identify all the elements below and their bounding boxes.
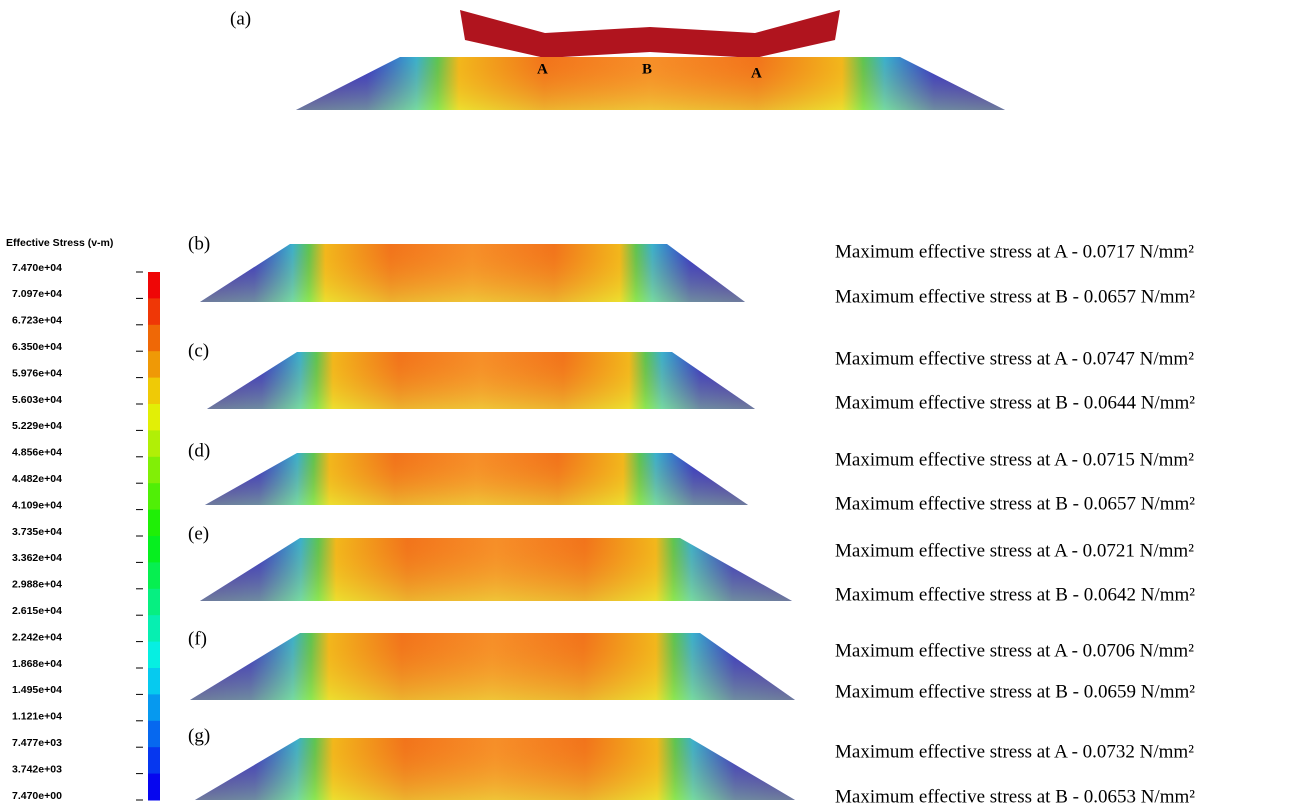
legend-label: 1.495e+04 <box>12 684 62 696</box>
legend-band <box>148 378 160 405</box>
panel-label: (g) <box>188 725 210 746</box>
legend-label: 6.723e+04 <box>12 315 62 327</box>
marker: B <box>642 61 652 77</box>
panel-label: (a) <box>230 8 251 29</box>
stress-text: Maximum effective stress at A - 0.0715 N… <box>835 449 1194 470</box>
stress-text: Maximum effective stress at B - 0.0653 N… <box>835 786 1195 807</box>
legend-band <box>148 589 160 616</box>
legend-label: 2.988e+04 <box>12 579 62 591</box>
legend-band <box>148 457 160 484</box>
stress-text: Maximum effective stress at A - 0.0732 N… <box>835 741 1194 762</box>
legend-band <box>148 668 160 695</box>
marker: A <box>751 65 762 81</box>
stress-text: Maximum effective stress at A - 0.0717 N… <box>835 241 1194 262</box>
beam <box>460 10 840 58</box>
legend-band <box>148 404 160 431</box>
legend-title: Effective Stress (v-m) <box>6 237 113 249</box>
legend-label: 5.603e+04 <box>12 394 62 406</box>
legend-band <box>148 298 160 325</box>
legend-band <box>148 562 160 589</box>
legend-label: 4.109e+04 <box>12 499 62 511</box>
panel-a: (a) A B A <box>230 8 1005 110</box>
legend-band <box>148 642 160 669</box>
contour-shade <box>205 453 748 505</box>
legend-band <box>148 747 160 774</box>
stress-text: Maximum effective stress at A - 0.0721 N… <box>835 540 1194 561</box>
legend-label: 4.482e+04 <box>12 473 62 485</box>
stress-text: Maximum effective stress at A - 0.0706 N… <box>835 640 1194 661</box>
stress-text: Maximum effective stress at B - 0.0657 N… <box>835 493 1195 514</box>
panel-label: (e) <box>188 523 209 544</box>
legend-label: 7.470e+00 <box>12 790 62 802</box>
legend-label: 2.615e+04 <box>12 605 62 617</box>
legend-band <box>148 483 160 510</box>
legend-label: 4.856e+04 <box>12 447 62 459</box>
stress-text: Maximum effective stress at B - 0.0642 N… <box>835 584 1195 605</box>
panel-label: (d) <box>188 440 210 461</box>
legend-band <box>148 272 160 299</box>
legend-label: 3.742e+03 <box>12 763 62 775</box>
legend-band <box>148 510 160 537</box>
stress-text: Maximum effective stress at B - 0.0657 N… <box>835 286 1195 307</box>
legend-band <box>148 615 160 642</box>
legend-label: 3.362e+04 <box>12 552 62 564</box>
legend-label: 1.868e+04 <box>12 658 62 670</box>
legend-band <box>148 430 160 457</box>
contour-shade <box>190 633 795 700</box>
figure: (a) A B A Effective Stress (v-m) 7.470e+… <box>0 0 1301 809</box>
legend-label: 6.350e+04 <box>12 341 62 353</box>
legend-band <box>148 774 160 801</box>
panel-label: (f) <box>188 628 207 649</box>
contour-shade <box>200 244 745 302</box>
legend-label: 2.242e+04 <box>12 631 62 643</box>
panel-label: (c) <box>188 340 209 361</box>
legend-band <box>148 351 160 378</box>
legend-label: 7.097e+04 <box>12 288 62 300</box>
legend-band <box>148 325 160 352</box>
legend-label: 7.470e+04 <box>12 262 62 274</box>
marker: A <box>537 61 548 77</box>
legend-band <box>148 721 160 748</box>
stress-text: Maximum effective stress at B - 0.0644 N… <box>835 392 1195 413</box>
contour-shade <box>195 738 795 800</box>
legend-label: 3.735e+04 <box>12 526 62 538</box>
legend-label: 5.976e+04 <box>12 367 62 379</box>
legend-label: 5.229e+04 <box>12 420 62 432</box>
contour-shade <box>207 352 755 409</box>
legend-band <box>148 694 160 721</box>
stress-text: Maximum effective stress at A - 0.0747 N… <box>835 348 1194 369</box>
stress-text: Maximum effective stress at B - 0.0659 N… <box>835 681 1195 702</box>
legend-label: 7.477e+03 <box>12 737 62 749</box>
legend-label: 1.121e+04 <box>12 711 62 723</box>
panel-label: (b) <box>188 233 210 254</box>
legend-band <box>148 536 160 563</box>
contour-shade <box>200 538 792 601</box>
